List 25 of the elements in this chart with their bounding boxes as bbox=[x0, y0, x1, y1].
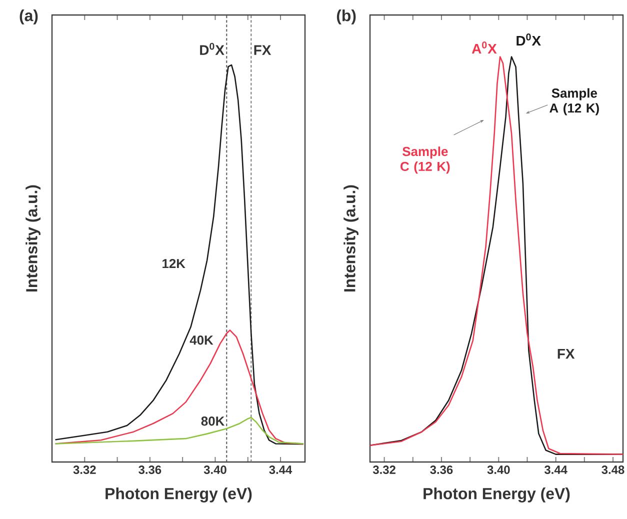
x-tick-label: 3.32 bbox=[372, 466, 396, 474]
text: Sample A (12 K) bbox=[550, 88, 599, 116]
y-axis-title: Intensity (a.u.) bbox=[26, 185, 40, 292]
text: Sample C (12 K) bbox=[400, 146, 450, 174]
x-axis-title: Photon Energy (eV) bbox=[106, 488, 252, 502]
ref-line-label: FX bbox=[254, 45, 272, 55]
x-tick-label: 3.44 bbox=[269, 466, 292, 474]
x-tick-label: 3.32 bbox=[73, 466, 96, 474]
ref-line-label: D$^{0}$X bbox=[200, 42, 224, 55]
annotation: A$^{0}$X bbox=[472, 42, 497, 54]
x-axis-title: Photon Energy (eV) bbox=[424, 488, 570, 502]
x-tick-label: 3.36 bbox=[430, 466, 453, 474]
x-tick-label: 3.48 bbox=[602, 466, 624, 474]
series-label: 80K bbox=[201, 416, 225, 426]
annotation: D$^{0}$X bbox=[516, 34, 541, 46]
y-axis-title: Intensity (a.u.) bbox=[344, 185, 358, 292]
x-tick-label: 3.36 bbox=[138, 466, 162, 474]
x-tick-label: 3.40 bbox=[487, 466, 510, 474]
chart-title: (a) bbox=[20, 10, 38, 24]
x-tick-label: 3.40 bbox=[204, 466, 226, 474]
annotation: FX bbox=[558, 349, 575, 359]
series-label: 12K bbox=[162, 258, 186, 268]
chart-title: (b) bbox=[336, 10, 356, 24]
x-tick-label: 3.44 bbox=[544, 466, 568, 474]
series-label: 40K bbox=[190, 336, 214, 345]
